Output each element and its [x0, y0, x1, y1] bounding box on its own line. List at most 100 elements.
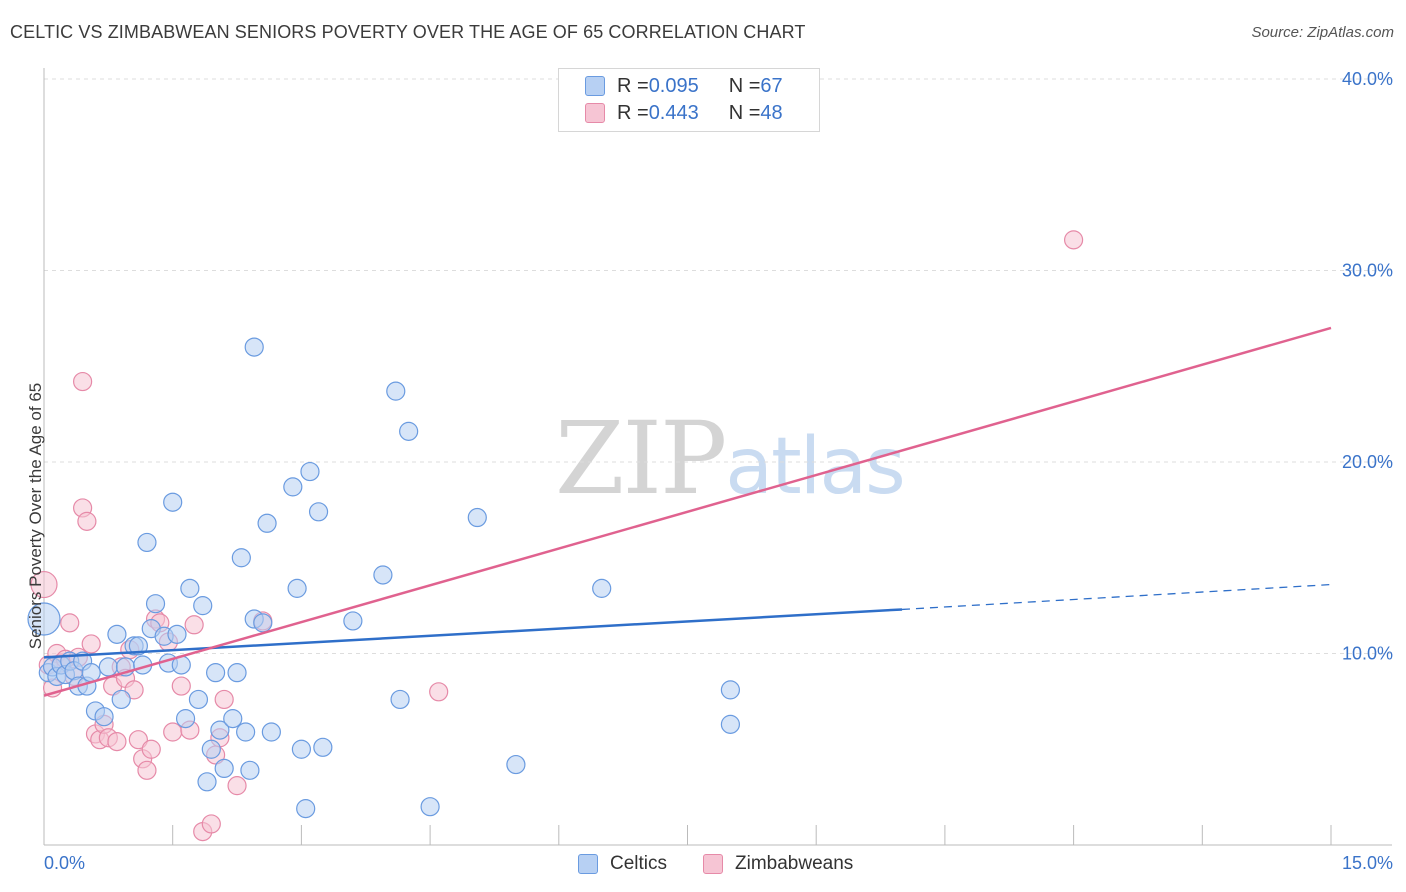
- celtic-point: [180, 578, 200, 598]
- celtic-point: [223, 709, 243, 729]
- celtic-point: [27, 602, 61, 636]
- y-axis-label-wrap: Seniors Poverty Over the Age of 65: [8, 60, 48, 820]
- zimb-point: [81, 634, 101, 654]
- celtic-point: [81, 663, 101, 683]
- axes: [43, 68, 1392, 846]
- celtic-point: [720, 714, 741, 734]
- legend-n-label: N =: [728, 74, 761, 97]
- watermark-zip: ZIP: [555, 400, 727, 517]
- celtic-point: [240, 760, 260, 780]
- legend-r-label: R =: [617, 74, 649, 97]
- bottom-legend-label-celtic: Celtics: [610, 853, 668, 874]
- zimb-point: [124, 680, 144, 700]
- celtic-point: [261, 722, 281, 742]
- celtic-point: [592, 578, 612, 598]
- celtic-point: [720, 680, 741, 700]
- celtic-point: [137, 532, 157, 553]
- source-label: Source: ZipAtlas.com: [1251, 24, 1394, 41]
- tick-labels: 10.0% 20.0% 30.0% 40.0% 0.0% 15.0%: [44, 69, 1393, 873]
- celtic-point: [300, 461, 320, 482]
- celtic-point: [373, 565, 393, 585]
- celtic-point: [98, 657, 118, 677]
- celtic-point: [467, 507, 487, 528]
- zimb-point: [1063, 230, 1084, 250]
- bottom-legend-zimb: Zimbabweans: [703, 851, 853, 877]
- celtic-point: [296, 799, 316, 819]
- grid: [44, 78, 1392, 654]
- legend-swatch-zimb: [585, 103, 605, 123]
- legend-r-value: 0.095: [648, 74, 699, 97]
- zimb-point: [163, 722, 183, 742]
- celtic-point: [236, 722, 256, 742]
- watermark-atlas: atlas: [725, 422, 905, 512]
- celtic-point: [257, 513, 277, 533]
- celtic-point: [197, 772, 217, 792]
- legend-row-zimb: R = 0.443 N = 48: [585, 100, 783, 126]
- celtic-point: [399, 421, 419, 441]
- celtic-point: [107, 624, 127, 644]
- zimb-point: [227, 776, 247, 796]
- celtic-point: [145, 594, 166, 614]
- celtic-point: [308, 502, 329, 522]
- watermark: ZIPatlas: [555, 400, 906, 517]
- legend-n-value: 48: [760, 101, 783, 124]
- bottom-legend-swatch-zimb: [703, 854, 723, 874]
- zimb-point: [171, 676, 191, 696]
- celtic-point: [291, 739, 311, 759]
- zimb-point: [77, 511, 97, 531]
- zimb-point: [201, 814, 221, 834]
- legend-n-label: N =: [728, 101, 761, 124]
- celtic-point: [111, 689, 131, 710]
- celtic-point: [343, 611, 363, 631]
- data-points: [27, 230, 1084, 842]
- celtic-point: [283, 477, 303, 497]
- celtic-point: [188, 689, 209, 710]
- zimb-point: [60, 613, 80, 633]
- zimb-point: [141, 739, 161, 759]
- y-tick-label: 40.0%: [1342, 69, 1393, 89]
- chart-title: CELTIC VS ZIMBABWEAN SENIORS POVERTY OVE…: [10, 22, 806, 42]
- y-tick-label: 20.0%: [1342, 452, 1393, 472]
- celtic-point: [231, 548, 251, 568]
- zimb-point: [107, 731, 127, 752]
- celtic-point: [201, 739, 221, 759]
- celtic-point: [163, 492, 183, 512]
- celtic-point: [313, 737, 333, 757]
- zimb-point: [429, 682, 449, 702]
- y-tick-label: 30.0%: [1342, 261, 1393, 281]
- zimb-trend-line: [43, 326, 1332, 697]
- celtic-point: [253, 613, 273, 633]
- celtic-point: [210, 720, 230, 740]
- celtic-point: [175, 709, 196, 729]
- zimb-point: [184, 615, 204, 635]
- zimb-point: [128, 730, 148, 750]
- legend-r-value: 0.443: [648, 101, 699, 124]
- legend-r-label: R =: [617, 101, 649, 124]
- celtic-point: [244, 337, 264, 357]
- celtic-point: [94, 707, 114, 727]
- legend-swatch-celtic: [585, 76, 605, 96]
- zimb-point: [30, 570, 58, 599]
- celtic-trend-extension: [901, 583, 1332, 611]
- legend-row-celtic: R = 0.095 N = 67: [585, 73, 783, 99]
- y-axis-label: Seniors Poverty Over the Age of 65: [26, 382, 45, 650]
- celtic-trend-line: [43, 608, 903, 659]
- celtic-point: [193, 596, 213, 616]
- zimb-point: [137, 760, 157, 780]
- celtic-point: [214, 758, 234, 779]
- celtic-point: [506, 754, 526, 775]
- celtic-point: [420, 797, 440, 817]
- legend-n-value: 67: [760, 74, 783, 97]
- y-tick-label: 10.0%: [1342, 644, 1393, 664]
- x-tick-label: 0.0%: [44, 853, 85, 873]
- x-tick-label: 15.0%: [1342, 853, 1393, 873]
- bottom-legend-celtic: Celtics: [578, 851, 667, 877]
- celtic-point: [287, 578, 307, 598]
- celtic-point: [128, 636, 148, 656]
- celtic-point: [227, 663, 247, 683]
- zimb-point: [214, 689, 234, 710]
- zimb-point: [73, 371, 93, 392]
- celtic-point: [167, 624, 187, 644]
- trend-lines: [43, 326, 1332, 697]
